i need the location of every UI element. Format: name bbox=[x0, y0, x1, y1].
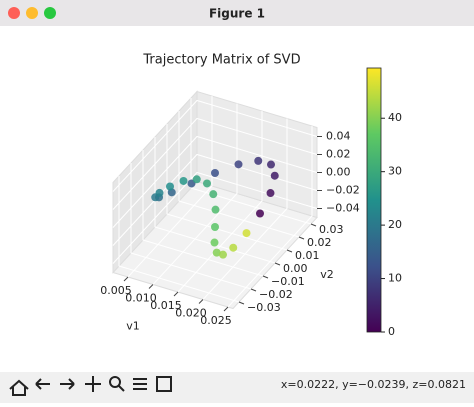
y-tick-label: 0.02 bbox=[307, 236, 332, 249]
zoom-button[interactable] bbox=[44, 7, 56, 19]
grid-line bbox=[177, 111, 263, 293]
z-tick-label: 0.00 bbox=[326, 166, 351, 179]
grid-line bbox=[142, 150, 264, 277]
y-tick bbox=[262, 275, 269, 279]
y-tick bbox=[250, 288, 257, 292]
point bbox=[209, 190, 218, 199]
point bbox=[211, 169, 219, 177]
grid-line bbox=[118, 176, 240, 303]
point bbox=[179, 176, 188, 185]
back-button[interactable] bbox=[35, 378, 50, 390]
point bbox=[219, 250, 227, 259]
point bbox=[254, 156, 263, 165]
point bbox=[203, 179, 211, 188]
point bbox=[211, 205, 220, 214]
close-button[interactable] bbox=[8, 7, 20, 19]
z-tick-label: −0.04 bbox=[326, 202, 360, 215]
x-tick-label: 0.005 bbox=[100, 284, 132, 297]
x-tick bbox=[148, 284, 154, 289]
save-button[interactable] bbox=[156, 376, 172, 392]
point bbox=[242, 229, 251, 238]
point bbox=[270, 171, 279, 180]
y-tick bbox=[298, 236, 305, 240]
chart-title: Trajectory Matrix of SVD bbox=[142, 53, 300, 68]
point bbox=[212, 248, 221, 257]
grid-line bbox=[178, 111, 300, 238]
pan-button[interactable] bbox=[85, 376, 101, 392]
minimize-button[interactable] bbox=[26, 7, 38, 19]
z-tick-label: 0.04 bbox=[326, 130, 351, 143]
point bbox=[210, 238, 219, 247]
grid-line bbox=[227, 126, 313, 308]
z-tick-label: 0.02 bbox=[326, 148, 351, 161]
point bbox=[229, 243, 238, 252]
point bbox=[266, 189, 275, 198]
y-tick bbox=[238, 301, 245, 305]
point bbox=[155, 188, 164, 197]
colorbar-tick-label: 10 bbox=[388, 272, 402, 285]
grid-line bbox=[130, 163, 252, 290]
x-tick-label: 0.015 bbox=[150, 299, 182, 312]
y-tick-label: 0.03 bbox=[319, 223, 344, 236]
y-tick-label: −0.03 bbox=[247, 301, 281, 314]
grid-line bbox=[112, 117, 318, 210]
colorbar-tick-label: 0 bbox=[388, 325, 395, 338]
grid-line bbox=[202, 118, 288, 300]
window-title: Figure 1 bbox=[209, 7, 265, 21]
status-text: x=0.0222, y=−0.0239, z=0.0821 bbox=[281, 378, 466, 391]
grid-line bbox=[166, 124, 288, 251]
grid-line bbox=[127, 96, 213, 278]
zoom-tool-handle bbox=[118, 385, 125, 392]
colorbar-tick-label: 30 bbox=[388, 165, 402, 178]
point bbox=[267, 160, 275, 169]
x-tick bbox=[198, 299, 204, 304]
x-tick-label: 0.020 bbox=[175, 307, 207, 320]
y-tick-label: −0.02 bbox=[259, 288, 293, 301]
home-button[interactable] bbox=[9, 379, 29, 396]
y-axis-label: v2 bbox=[320, 268, 334, 281]
x-axis-label: v1 bbox=[126, 320, 140, 333]
y-tick-label: 0.00 bbox=[283, 262, 308, 275]
point bbox=[192, 175, 201, 184]
point bbox=[256, 209, 264, 218]
grid-line bbox=[112, 135, 318, 228]
grid-line bbox=[190, 98, 312, 225]
x-tick bbox=[173, 291, 179, 297]
point bbox=[211, 223, 219, 231]
y-tick-label: 0.01 bbox=[295, 249, 320, 262]
y-tick bbox=[286, 249, 293, 253]
x-tick bbox=[123, 276, 129, 282]
colorbar-tick-label: 40 bbox=[388, 111, 402, 124]
toolbar bbox=[0, 372, 474, 403]
forward-button[interactable] bbox=[60, 378, 75, 390]
colorbar bbox=[366, 67, 382, 333]
x-tick-label: 0.010 bbox=[125, 292, 157, 305]
x-tick-label: 0.025 bbox=[200, 314, 232, 327]
grid-line bbox=[112, 171, 318, 264]
configure-button[interactable] bbox=[133, 378, 147, 390]
point bbox=[166, 182, 174, 191]
grid-line bbox=[152, 103, 238, 285]
grid-line bbox=[112, 99, 318, 192]
z-tick-label: −0.02 bbox=[326, 184, 360, 197]
title-bar bbox=[0, 0, 474, 26]
x-tick bbox=[223, 306, 229, 312]
y-tick bbox=[310, 223, 317, 227]
point bbox=[234, 160, 243, 169]
y-tick-label: −0.01 bbox=[271, 275, 305, 288]
zoom-tool-button[interactable] bbox=[109, 376, 121, 388]
y-tick bbox=[274, 262, 281, 266]
colorbar-tick-label: 20 bbox=[388, 218, 402, 231]
toolbar-icons bbox=[9, 376, 172, 396]
